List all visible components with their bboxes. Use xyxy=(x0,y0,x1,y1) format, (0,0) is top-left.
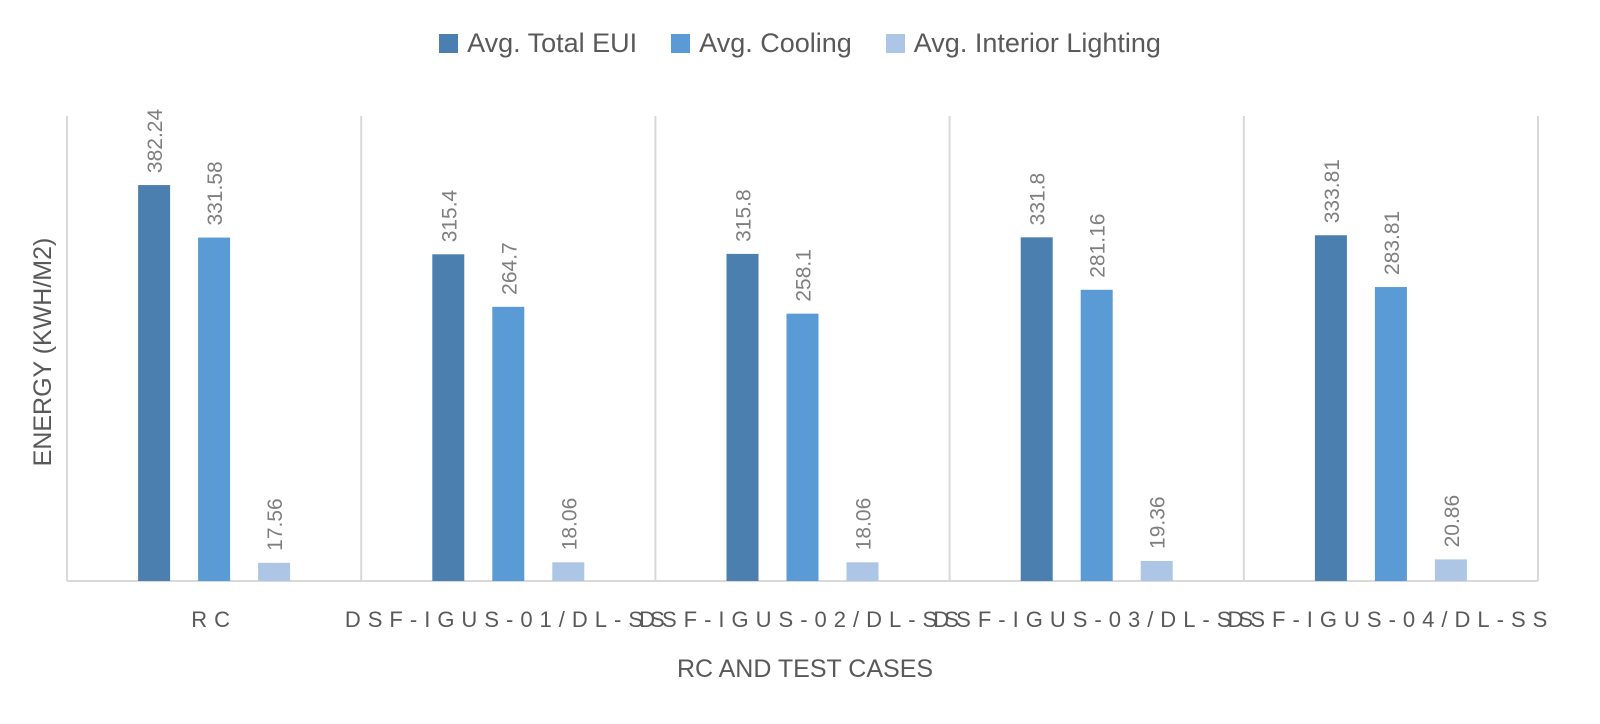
x-tick-label: DSF-IGUS-03/DL-SS xyxy=(933,607,1260,632)
bar-cooling xyxy=(198,237,231,581)
legend: Avg. Total EUI Avg. Cooling Avg. Interio… xyxy=(0,28,1600,59)
legend-label-interior-lighting: Avg. Interior Lighting xyxy=(913,28,1161,58)
bar-cooling xyxy=(492,306,525,581)
data-label-cooling: 283.81 xyxy=(1381,211,1404,275)
legend-item-cooling: Avg. Cooling xyxy=(671,28,852,59)
x-tick-label: DSF-IGUS-01/DL-SS xyxy=(345,607,672,632)
x-tick-labels-group: RC DSF-IGUS-01/DL-SSDSF-IGUS-02/DL-SSDSF-… xyxy=(191,607,1554,632)
x-tick-label: DSF-IGUS-04/DL-SS xyxy=(1227,607,1554,632)
y-axis-title: ENERGY (KWH/M2) xyxy=(29,238,57,467)
bar-cooling xyxy=(1374,287,1407,581)
data-label-cooling: 258.1 xyxy=(793,249,816,302)
bar-interior-lighting xyxy=(846,562,879,581)
data-label-total-eui: 382.24 xyxy=(144,109,167,174)
data-label-total-eui: 333.81 xyxy=(1321,159,1344,223)
legend-item-interior-lighting: Avg. Interior Lighting xyxy=(885,28,1161,59)
data-label-interior-lighting: 18.06 xyxy=(558,498,581,551)
x-tick-label: RC xyxy=(191,607,237,632)
bar-cooling xyxy=(786,313,819,581)
data-label-cooling: 331.58 xyxy=(204,161,227,225)
x-axis-title: RC AND TEST CASES xyxy=(677,655,933,683)
bar-interior-lighting xyxy=(1434,559,1467,581)
bar-interior-lighting xyxy=(552,562,585,581)
bar-interior-lighting xyxy=(258,562,291,581)
legend-swatch-cooling xyxy=(671,34,691,53)
bar-cooling xyxy=(1080,289,1113,581)
x-tick-label: DSF-IGUS-02/DL-SS xyxy=(639,607,966,632)
data-label-total-eui: 315.4 xyxy=(438,189,461,242)
legend-swatch-interior-lighting xyxy=(885,34,905,53)
data-label-total-eui: 315.8 xyxy=(733,189,756,242)
data-label-cooling: 264.7 xyxy=(498,242,521,295)
data-label-interior-lighting: 18.06 xyxy=(853,498,876,551)
bar-total-eui xyxy=(138,185,171,581)
bar-total-eui xyxy=(432,254,465,581)
data-label-interior-lighting: 17.56 xyxy=(264,498,287,551)
bar-total-eui xyxy=(1020,237,1053,581)
legend-label-cooling: Avg. Cooling xyxy=(699,28,852,58)
bar-total-eui xyxy=(1314,235,1347,581)
legend-label-total-eui: Avg. Total EUI xyxy=(467,28,638,58)
bar-total-eui xyxy=(726,253,759,582)
data-label-interior-lighting: 20.86 xyxy=(1441,495,1464,548)
bar-interior-lighting xyxy=(1140,560,1173,581)
data-labels-group: 382.24 331.58 17.56 315.4 264.7 18.06 315.8 258… xyxy=(144,109,1464,551)
category-separators xyxy=(66,116,1539,581)
legend-item-total-eui: Avg. Total EUI xyxy=(439,28,637,59)
bars-group xyxy=(138,185,1467,582)
data-label-total-eui: 331.8 xyxy=(1027,173,1050,226)
legend-swatch-total-eui xyxy=(439,34,459,53)
data-label-cooling: 281.16 xyxy=(1087,214,1110,278)
data-label-interior-lighting: 19.36 xyxy=(1147,496,1170,549)
